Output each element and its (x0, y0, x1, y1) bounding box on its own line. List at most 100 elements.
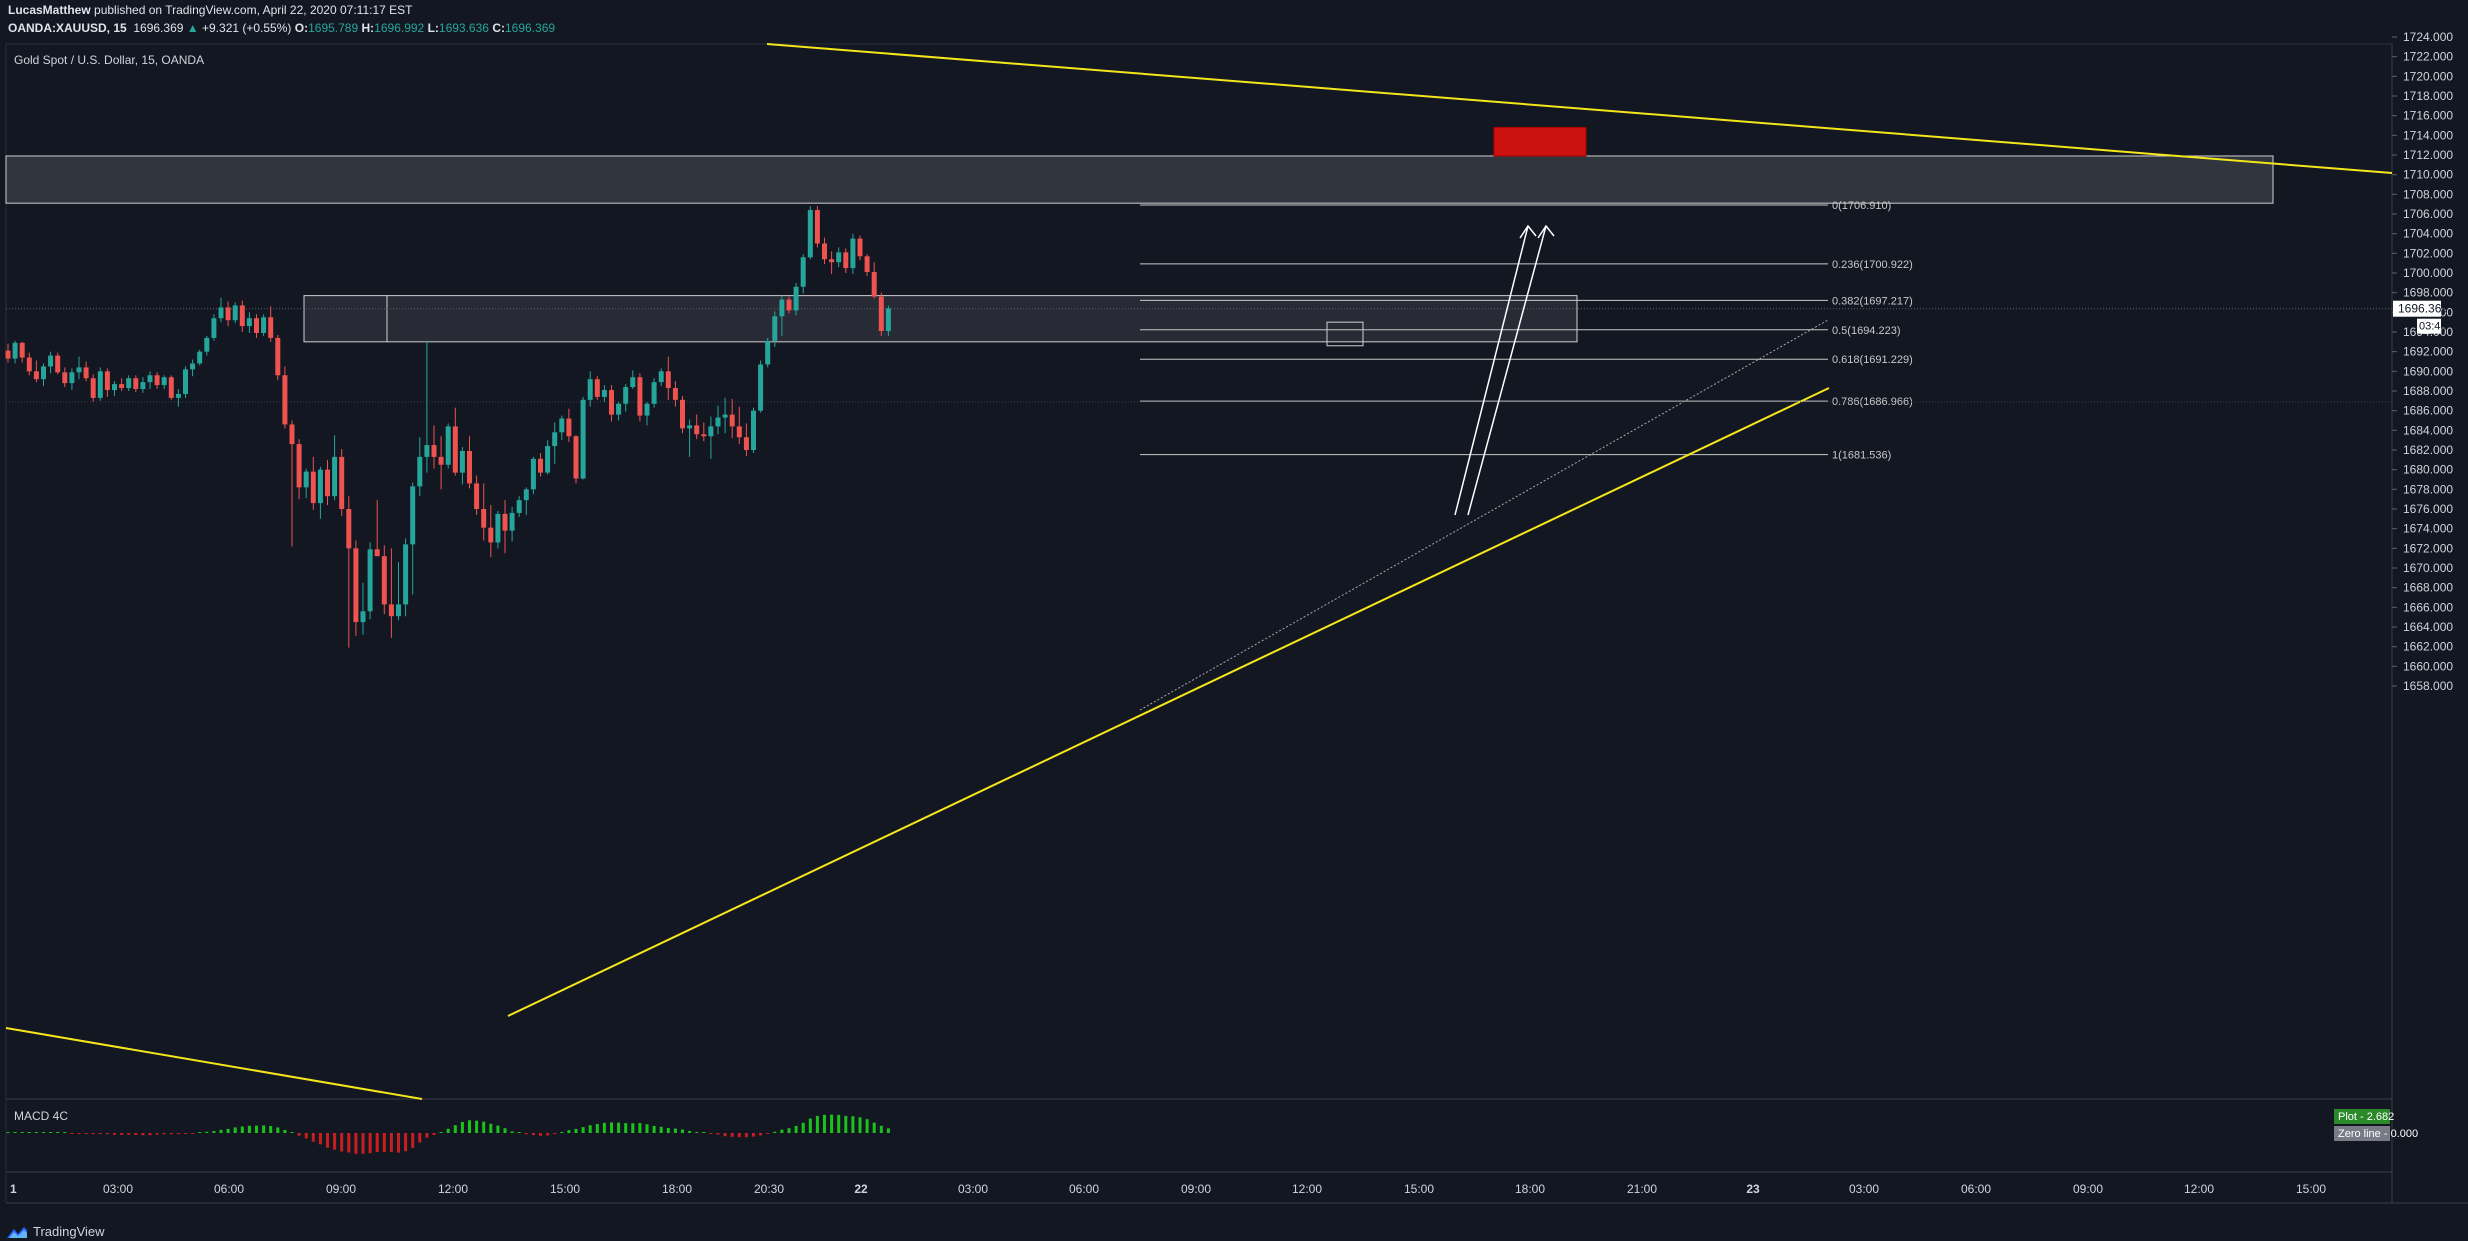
price-tick-label: 1662.000 (2403, 640, 2453, 654)
price-tick-label: 1722.000 (2403, 50, 2453, 64)
candle-body (751, 410, 756, 450)
candle-body (296, 444, 302, 488)
time-tick-label: 1 (10, 1182, 17, 1196)
candle-body (76, 367, 82, 373)
candle-body (12, 342, 18, 359)
projection-arrows[interactable] (1454, 224, 1555, 516)
resistance-zone[interactable] (5, 155, 2274, 204)
candle-body (19, 342, 25, 358)
candle-body (481, 509, 487, 528)
macd-bar (588, 1125, 592, 1133)
price-tick-label: 1702.000 (2403, 246, 2453, 260)
candle-body (317, 469, 323, 504)
candle-body (396, 604, 401, 617)
up-arrow-icon: ▲ (186, 21, 199, 35)
macd-bar (482, 1121, 486, 1133)
macd-bar (155, 1133, 159, 1135)
time-tick-label: 23 (1746, 1182, 1760, 1196)
macd-bar (340, 1133, 344, 1152)
lower-trendline[interactable] (5, 1027, 423, 1100)
price-tick-label: 1714.000 (2403, 128, 2453, 142)
price-tag-value: 1696.369 (2398, 302, 2448, 316)
price-tick-label: 1684.000 (2403, 423, 2453, 437)
price-tick-label: 1716.000 (2403, 109, 2453, 123)
high-label: H: (361, 21, 375, 35)
macd-bar (652, 1125, 656, 1133)
macd-bar (63, 1132, 67, 1133)
candle-body (388, 604, 394, 617)
macd-bar (510, 1131, 514, 1133)
arrow-head (1519, 224, 1537, 239)
countdown-box (2417, 318, 2441, 334)
candle-body (367, 549, 373, 612)
macd-bar (602, 1122, 606, 1133)
macd-bar (148, 1133, 152, 1136)
candle-body (410, 486, 416, 545)
candle-body (616, 403, 622, 415)
candle-body (467, 450, 472, 484)
price-tick-label: 1710.000 (2403, 168, 2453, 182)
symbol-header: OANDA:XAUUSD, 15 1696.369 ▲ +9.321 (+0.5… (8, 21, 555, 35)
macd-bar (70, 1133, 74, 1134)
candle-body (197, 351, 203, 364)
macd-bar (872, 1122, 876, 1133)
price-tick-label: 1688.000 (2403, 384, 2453, 398)
candle-body (403, 544, 409, 605)
entry-box[interactable] (1326, 321, 1364, 347)
upper-trendline[interactable] (766, 43, 2393, 174)
dotted-trendline[interactable] (1139, 319, 1829, 711)
demand-zone[interactable] (303, 295, 1578, 343)
macd-bar (624, 1123, 628, 1133)
macd-bar (120, 1133, 124, 1135)
candle-body (793, 286, 799, 311)
macd-bar (801, 1122, 805, 1133)
price-tick-label: 1682.000 (2403, 443, 2453, 457)
time-tick-label: 06:00 (1961, 1182, 1991, 1196)
macd-bar (397, 1133, 400, 1153)
macd-bar (169, 1133, 173, 1135)
macd-bar (744, 1133, 748, 1138)
macd-bar (787, 1128, 791, 1133)
target-zone[interactable] (1493, 126, 1587, 157)
macd-bar (411, 1133, 415, 1148)
fibonacci-retracement[interactable]: 0(1706.910) 0.236(1700.922) 0.382(1697.217… (1140, 200, 1913, 462)
macd-pane: Plot - 2.682 Zero line - 0.000 (6, 1109, 2418, 1154)
support-trendline[interactable] (507, 387, 1830, 1017)
macd-zero-label: Zero line - 0.000 (2338, 1128, 2418, 1140)
price-tick-label: 1674.000 (2403, 522, 2453, 536)
macd-bar (539, 1133, 542, 1136)
author-name[interactable]: LucasMatthew (8, 3, 91, 17)
price-axis[interactable]: 1724.000 1722.000 1720.000 1718.000 1716.000… (2392, 30, 2453, 693)
macd-bar (311, 1133, 315, 1142)
symbol-label: OANDA:XAUUSD, 15 (8, 21, 127, 35)
chart-grid (5, 43, 2468, 1204)
time-tick-label: 09:00 (326, 1182, 356, 1196)
macd-bar (617, 1122, 621, 1133)
candle-body (360, 611, 366, 623)
macd-bar (382, 1133, 386, 1153)
candle-body (538, 458, 543, 473)
macd-bar (631, 1123, 635, 1133)
tradingview-brand[interactable]: TradingView (33, 1224, 105, 1239)
time-axis[interactable]: 1 03:00 06:00 09:00 12:00 15:00 18:00 20:30 22 03… (10, 1182, 2326, 1196)
candle-body (431, 445, 437, 457)
macd-bar (219, 1129, 223, 1133)
candle-body (232, 305, 238, 321)
chart-title: Gold Spot / U.S. Dollar, 15, OANDA (14, 53, 204, 67)
macd-bar (290, 1132, 294, 1133)
time-tick-label: 03:00 (958, 1182, 988, 1196)
macd-bar (212, 1131, 216, 1133)
candle-body (502, 513, 508, 531)
candle-body (701, 434, 707, 437)
macd-bar (425, 1133, 429, 1138)
macd-bar (546, 1133, 550, 1136)
macd-bar (42, 1132, 45, 1133)
candle-body (452, 426, 458, 473)
price-tick-label: 1692.000 (2403, 345, 2453, 359)
macd-bar (823, 1114, 826, 1133)
candle-body (580, 399, 586, 479)
macd-bar (326, 1133, 329, 1148)
candle-body (154, 375, 160, 386)
macd-bar (333, 1133, 337, 1150)
